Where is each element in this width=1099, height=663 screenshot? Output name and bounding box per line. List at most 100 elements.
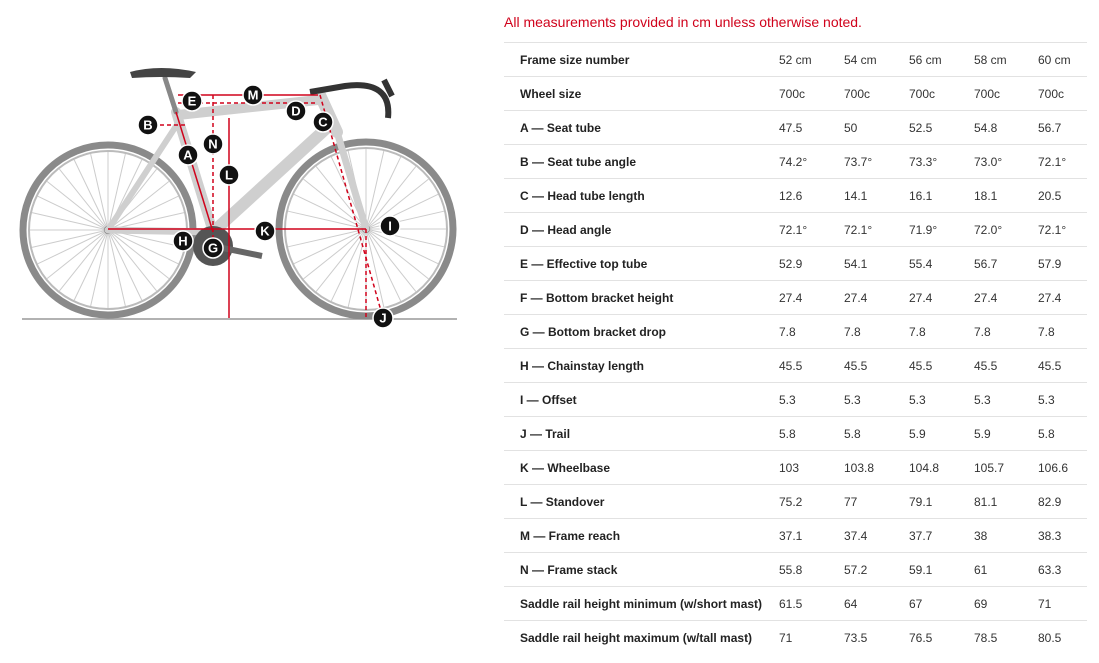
spoke: [315, 166, 367, 230]
spoke: [73, 229, 109, 301]
cell: 45.5: [779, 359, 803, 373]
row-label: G — Bottom bracket drop: [520, 325, 667, 339]
cell: 72.1°: [1038, 223, 1067, 237]
cell: 71.9°: [909, 223, 938, 237]
cell: 63.3: [1038, 563, 1062, 577]
label-badge: [312, 111, 334, 133]
cell: 57.9: [1038, 257, 1062, 271]
cell: 700c: [909, 87, 936, 101]
cell: 73.0°: [974, 155, 1003, 169]
cell: 700c: [844, 87, 871, 101]
table-row: M — Frame reach 37.1 37.4 37.7 38 38.3: [504, 518, 1087, 553]
cell: 5.3: [1038, 393, 1055, 407]
saddle: [130, 68, 196, 78]
spoke: [46, 229, 109, 280]
cell: 5.3: [909, 393, 926, 407]
cell: 700c: [1038, 87, 1065, 101]
cell: 72.1°: [779, 223, 808, 237]
cell: 5.3: [844, 393, 861, 407]
label-badge: [372, 307, 394, 329]
spoke: [315, 228, 367, 292]
cell: 73.7°: [844, 155, 873, 169]
label-badge: [137, 114, 159, 136]
cell: 71: [779, 631, 793, 645]
spoke: [31, 212, 109, 231]
cell: 7.8: [974, 325, 991, 339]
row-label: K — Wheelbase: [520, 461, 611, 475]
spoke: [107, 229, 158, 292]
cell: 7.8: [909, 325, 926, 339]
cell: 7.8: [779, 325, 796, 339]
label-letter: L: [225, 168, 233, 183]
row-label: E — Effective top tube: [520, 257, 648, 271]
cell: 5.8: [1038, 427, 1055, 441]
cell: 76.5: [909, 631, 933, 645]
cell: 5.3: [974, 393, 991, 407]
spoke: [365, 150, 385, 230]
cell: 60 cm: [1038, 53, 1071, 67]
label-letter: N: [208, 137, 217, 152]
spoke: [293, 193, 367, 230]
cell: 104.8: [909, 461, 940, 475]
spoke: [303, 178, 367, 230]
cell: 18.1: [974, 189, 998, 203]
spoke: [58, 229, 109, 292]
row-label: F — Bottom bracket height: [520, 291, 674, 305]
table-row: L — Standover 75.2 77 79.1 81.1 82.9: [504, 484, 1087, 519]
row-label: Saddle rail height minimum (w/short mast…: [520, 597, 763, 611]
spoke: [347, 228, 367, 308]
cell: 5.8: [779, 427, 796, 441]
cell: 45.5: [1038, 359, 1062, 373]
label-letter: K: [260, 224, 270, 239]
table-row: C — Head tube length 12.6 14.1 16.1 18.1 20.5: [504, 178, 1087, 213]
cell: 45.5: [909, 359, 933, 373]
cell: 74.2°: [779, 155, 808, 169]
cell: 59.1: [909, 563, 933, 577]
spoke: [107, 229, 170, 280]
cell: 61: [974, 563, 988, 577]
spoke: [58, 168, 109, 231]
label-letter: B: [143, 118, 152, 133]
cell: 5.9: [909, 427, 926, 441]
table-row: G — Bottom bracket drop 7.8 7.8 7.8 7.8 7.8: [504, 314, 1087, 349]
row-label: A — Seat tube: [520, 121, 601, 135]
label-letter: I: [388, 219, 392, 234]
row-label: M — Frame reach: [520, 529, 621, 543]
label-badge: [379, 215, 401, 237]
label-badge: [254, 220, 276, 242]
table-row: D — Head angle 72.1° 72.1° 71.9° 72.0° 72.1°: [504, 212, 1087, 247]
spoke: [293, 228, 367, 265]
cell: 103.8: [844, 461, 875, 475]
cell: 27.4: [974, 291, 998, 305]
table-row: N — Frame stack 55.8 57.2 59.1 61 63.3: [504, 552, 1087, 587]
cell: 79.1: [909, 495, 933, 509]
table-row: Frame size number 52 cm 54 cm 56 cm 58 cm 60 …: [504, 42, 1087, 77]
label-badge: [202, 237, 224, 259]
cell: 71: [1038, 597, 1052, 611]
table-row: I — Offset 5.3 5.3 5.3 5.3 5.3: [504, 382, 1087, 417]
table-row: H — Chainstay length 45.5 45.5 45.5 45.5 45.5: [504, 348, 1087, 383]
label-badge: [218, 164, 240, 186]
label-badge: [181, 90, 203, 112]
table-row: Saddle rail height maximum (w/tall mast)…: [504, 620, 1087, 655]
spoke: [330, 228, 367, 302]
spoke: [365, 228, 445, 248]
cell: 54 cm: [844, 53, 877, 67]
cell: 38: [974, 529, 988, 543]
label-letter: D: [291, 104, 300, 119]
cell: 72.1°: [844, 223, 873, 237]
cell: 27.4: [844, 291, 868, 305]
spoke: [365, 178, 429, 230]
label-letter: J: [379, 311, 386, 326]
cell: 57.2: [844, 563, 868, 577]
cell: 55.8: [779, 563, 803, 577]
cell: 82.9: [1038, 495, 1062, 509]
cell: 700c: [974, 87, 1001, 101]
cell: 64: [844, 597, 858, 611]
spoke: [107, 229, 143, 301]
spoke: [365, 166, 417, 230]
cell: 7.8: [844, 325, 861, 339]
spoke: [365, 228, 439, 265]
spoke: [287, 228, 367, 248]
